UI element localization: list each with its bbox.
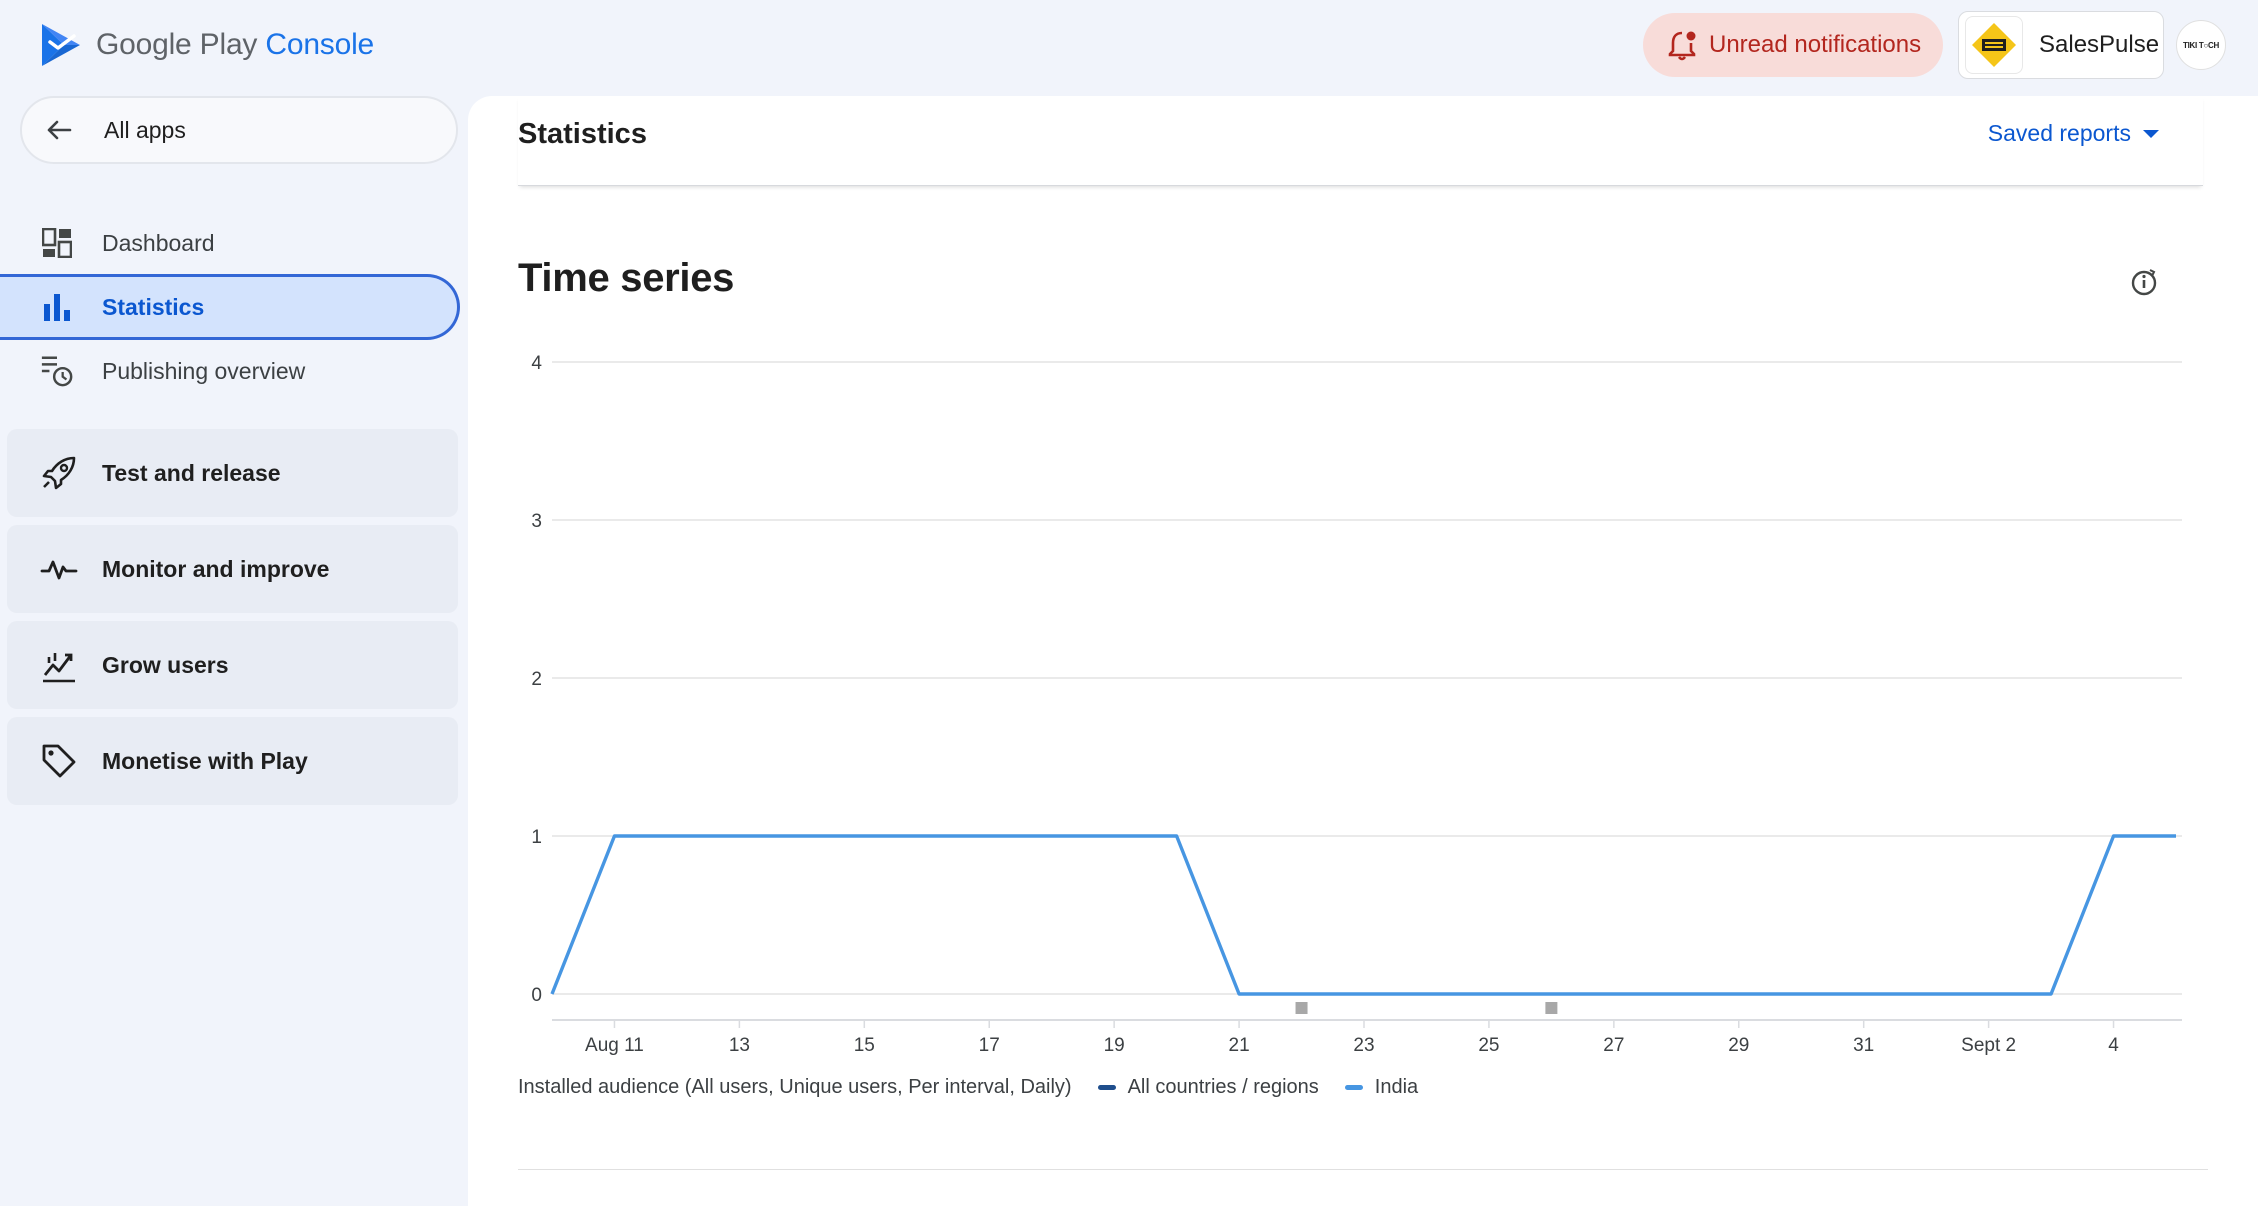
logo-text: Google Play Console	[96, 28, 374, 62]
developer-logo	[1965, 16, 2023, 74]
logo-text-google-play: Google Play	[96, 28, 258, 61]
page-header: Statistics Saved reports	[518, 96, 2203, 186]
sidebar-item-label: Statistics	[102, 293, 205, 320]
y-tick-label: 0	[531, 985, 542, 1006]
legend-metric-label: Installed audience (All users, Unique us…	[518, 1076, 1072, 1098]
chart-annotation-markers	[1295, 1002, 1558, 1014]
x-tick-label: 27	[1603, 1035, 1624, 1056]
sidebar-section-monitor-and-improve[interactable]: Monitor and improve	[7, 525, 458, 613]
sidebar-section-test-and-release[interactable]: Test and release	[7, 429, 458, 517]
logo-text-console: Console	[265, 28, 375, 61]
x-tick-label: 4	[2108, 1035, 2119, 1056]
legend-swatch-india	[1344, 1085, 1363, 1090]
user-avatar[interactable]: TIKI T○CH	[2176, 20, 2226, 70]
growth-icon	[40, 646, 78, 684]
x-tick-label: 19	[1104, 1035, 1125, 1056]
section-divider	[518, 1169, 2208, 1170]
series-line-india	[550, 834, 2176, 996]
arrow-back-icon	[47, 120, 72, 140]
x-tick-label: Sept 2	[1961, 1035, 2016, 1056]
play-console-icon	[42, 24, 80, 66]
tag-icon	[40, 742, 78, 780]
dashboard-icon	[40, 226, 74, 260]
x-tick-label: 31	[1853, 1035, 1874, 1056]
notifications-label: Unread notifications	[1709, 31, 1922, 58]
unread-notifications-button[interactable]: Unread notifications	[1643, 13, 1943, 77]
pulse-icon	[40, 550, 78, 588]
chart-y-ticks: 0 1 2 3 4	[531, 353, 542, 1006]
y-tick-label: 1	[531, 827, 542, 848]
y-tick-label: 3	[531, 511, 542, 532]
sidebar-item-publishing-overview[interactable]: Publishing overview	[0, 338, 460, 404]
bell-alert-icon	[1668, 31, 1696, 61]
y-tick-label: 2	[531, 669, 542, 690]
page-title: Statistics	[518, 118, 647, 150]
section-title: Time series	[518, 256, 735, 300]
sidebar-section-label: Monetise with Play	[102, 747, 308, 774]
avatar-text: TIKI T○CH	[2183, 40, 2219, 50]
sidebar-item-dashboard[interactable]: Dashboard	[0, 210, 460, 276]
saved-reports-dropdown[interactable]: Saved reports	[1988, 120, 2159, 147]
y-tick-label: 4	[531, 353, 542, 374]
sidebar-section-monetise-with-play[interactable]: Monetise with Play	[7, 717, 458, 805]
x-tick-label: 29	[1728, 1035, 1749, 1056]
caret-down-icon	[2143, 129, 2159, 138]
rocket-icon	[40, 454, 78, 492]
chart-legend: Installed audience (All users, Unique us…	[518, 1076, 1418, 1099]
account-switcher[interactable]: SalesPulse	[1958, 11, 2164, 79]
sidebar-section-grow-users[interactable]: Grow users	[7, 621, 458, 709]
chart-series	[550, 834, 2176, 996]
sidebar-section-label: Monitor and improve	[102, 555, 330, 582]
saved-reports-label: Saved reports	[1987, 120, 2131, 146]
x-tick-label: Aug 11	[585, 1035, 644, 1056]
x-tick-label: 15	[854, 1035, 875, 1056]
main-panel: Statistics Saved reports Time series 0 1 2…	[468, 96, 2258, 1206]
google-play-console-logo[interactable]: Google Play Console	[40, 22, 374, 68]
sidebar-item-statistics[interactable]: Statistics	[0, 274, 460, 340]
info-history-icon[interactable]	[2128, 266, 2160, 298]
legend-swatch-all-countries	[1097, 1085, 1116, 1090]
chart-x-ticks: Aug 11 13 15 17 19 21 23 25 27 29 31 Sept 2 4	[585, 1020, 2119, 1056]
x-tick-label: 13	[729, 1035, 750, 1056]
legend-series-all-countries[interactable]: All countries / regions	[1127, 1076, 1319, 1098]
legend-series-india[interactable]: India	[1374, 1076, 1419, 1098]
sidebar-item-label: Dashboard	[102, 229, 215, 256]
x-tick-label: 25	[1478, 1035, 1499, 1056]
x-tick-label: 23	[1353, 1035, 1374, 1056]
x-tick-label: 17	[979, 1035, 1000, 1056]
all-apps-button[interactable]: All apps	[20, 96, 458, 164]
sidebar-section-label: Test and release	[102, 459, 281, 486]
sidebar-section-label: Grow users	[102, 651, 229, 678]
chart-gridlines	[552, 361, 2182, 1021]
x-tick-label: 21	[1229, 1035, 1250, 1056]
annotation-marker	[1545, 1002, 1558, 1014]
account-name: SalesPulse	[2039, 31, 2160, 58]
annotation-marker	[1295, 1002, 1308, 1014]
all-apps-label: All apps	[104, 116, 186, 143]
sidebar-item-label: Publishing overview	[102, 357, 306, 384]
publishing-icon	[40, 354, 74, 388]
bar-chart-icon	[40, 290, 74, 324]
